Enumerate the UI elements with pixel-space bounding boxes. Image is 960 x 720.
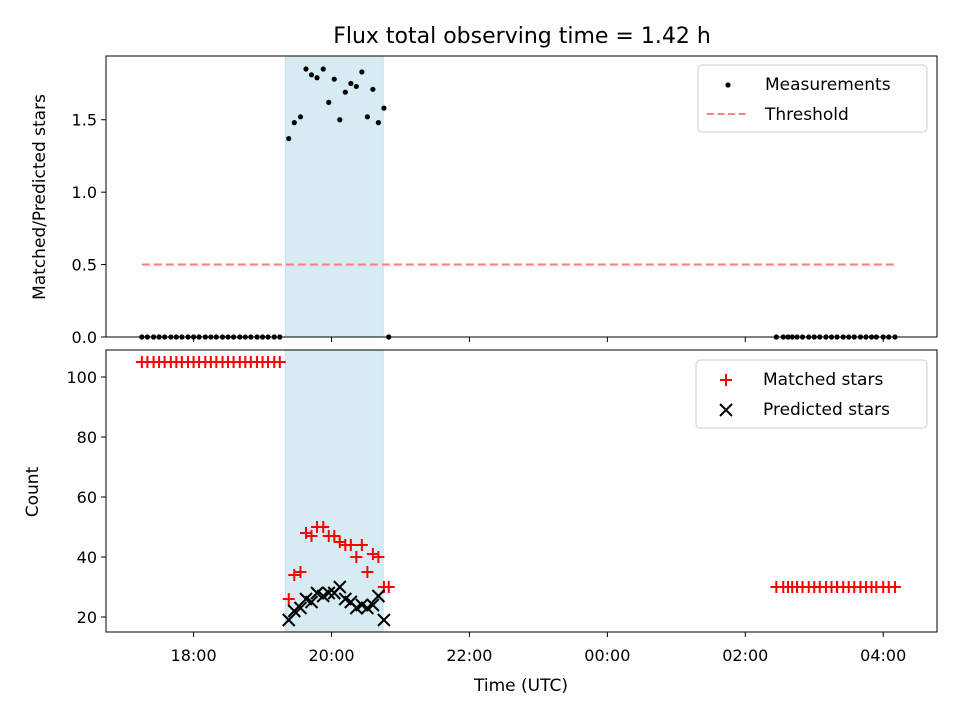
- legend-threshold-label: Threshold: [764, 105, 849, 125]
- predicted-stars-point: [366, 598, 380, 612]
- y-tick-label: 0.0: [72, 328, 97, 347]
- legend-matched-marker: [720, 374, 732, 386]
- predicted-stars-point: [293, 601, 308, 615]
- bottom-shaded-span: [284, 349, 384, 633]
- top-shaded-span: [284, 55, 384, 338]
- measurement-point: [337, 117, 343, 123]
- x-tick-label: 18:00: [171, 646, 217, 665]
- y-tick-label: 0.5: [72, 256, 97, 275]
- matched-stars-point: [317, 521, 330, 533]
- matched-stars-point: [888, 581, 901, 593]
- y-tick-label: 100: [66, 368, 97, 387]
- x-tick-label: 20:00: [308, 646, 354, 665]
- x-tick-label: 00:00: [584, 646, 630, 665]
- predicted-stars-point: [322, 586, 336, 600]
- x-tick-label: 22:00: [446, 646, 492, 665]
- measurement-point: [353, 83, 359, 90]
- matched-stars-point: [282, 593, 295, 605]
- measurement-point: [375, 120, 382, 126]
- y-tick-label: 1.0: [72, 183, 97, 202]
- measurement-point: [286, 135, 292, 142]
- matched-stars-point: [344, 539, 357, 551]
- measurement-point: [297, 114, 304, 120]
- matched-stars-point: [288, 569, 301, 581]
- predicted-stars-point: [304, 595, 319, 609]
- y-tick-label: 20: [77, 608, 97, 627]
- measurement-point: [342, 89, 348, 95]
- measurement-point: [331, 76, 337, 82]
- chart-title: Flux total observing time = 1.42 h: [333, 24, 711, 49]
- top-legend-box: [697, 64, 928, 133]
- legend-predicted-marker: [719, 403, 733, 417]
- measurement-point: [303, 66, 309, 72]
- measurement-point: [381, 105, 387, 111]
- top-legend: Measurements Threshold: [697, 64, 928, 133]
- predicted-stars-point: [333, 580, 347, 594]
- measurement-point: [314, 75, 320, 81]
- y-tick-label: 40: [77, 548, 97, 567]
- measurement-point: [370, 86, 376, 92]
- top-y-ticks: 0.0 0.5 1.0 1.5: [72, 111, 106, 347]
- x-tick-label: 02:00: [722, 646, 768, 665]
- bottom-x-ticks: 18:00 20:00 22:00 00:00 02:00 04:00: [171, 632, 906, 665]
- top-axes-frame: [105, 55, 938, 338]
- measurement-point: [359, 69, 365, 75]
- bottom-axes-frame: [105, 349, 938, 633]
- top-x-ticks: [193, 337, 884, 342]
- y-tick-label: 1.5: [72, 111, 97, 130]
- bottom-panel: 20 40 60 80 100 18:00 20:00 22:00 00:00 02:00 04:…: [23, 349, 938, 696]
- matched-stars-point: [372, 551, 385, 563]
- legend-measurements-marker: [725, 82, 731, 88]
- bottom-y-axis-label: Count: [23, 466, 43, 517]
- measurement-point: [320, 66, 326, 72]
- matched-stars-point: [350, 551, 363, 563]
- measurement-point: [348, 80, 354, 87]
- matched-stars-point: [305, 530, 318, 542]
- matched-stars-point: [382, 581, 395, 593]
- top-plot-area: [139, 66, 898, 340]
- x-axis-label: Time (UTC): [473, 676, 568, 696]
- y-tick-label: 60: [77, 488, 97, 507]
- predicted-stars-point: [282, 613, 296, 627]
- measurement-point: [308, 72, 315, 78]
- top-y-axis-label: Matched/Predicted stars: [30, 94, 50, 300]
- matched-stars-point: [294, 566, 307, 578]
- matched-stars-point: [273, 356, 286, 368]
- legend-predicted-label: Predicted stars: [763, 400, 890, 420]
- y-tick-label: 80: [77, 428, 97, 447]
- matched-stars-point: [328, 530, 341, 542]
- bottom-plot-area: [135, 356, 901, 627]
- matched-stars-point: [355, 539, 368, 551]
- bottom-legend-box: [695, 359, 928, 429]
- bottom-legend: Matched stars Predicted stars: [695, 359, 928, 429]
- legend-matched-label: Matched stars: [763, 370, 883, 390]
- measurement-point: [291, 120, 297, 126]
- measurement-point: [326, 99, 332, 105]
- legend-measurements-label: Measurements: [765, 75, 891, 95]
- top-panel: 0.0 0.5 1.0 1.5 Matched/Predicted stars Mea…: [30, 55, 938, 347]
- x-tick-label: 04:00: [860, 646, 906, 665]
- predicted-stars-point: [377, 613, 391, 627]
- matched-stars-point: [361, 566, 374, 578]
- bottom-y-ticks: 20 40 60 80 100: [66, 368, 106, 627]
- predicted-stars-point: [371, 589, 386, 603]
- measurement-point: [364, 114, 370, 120]
